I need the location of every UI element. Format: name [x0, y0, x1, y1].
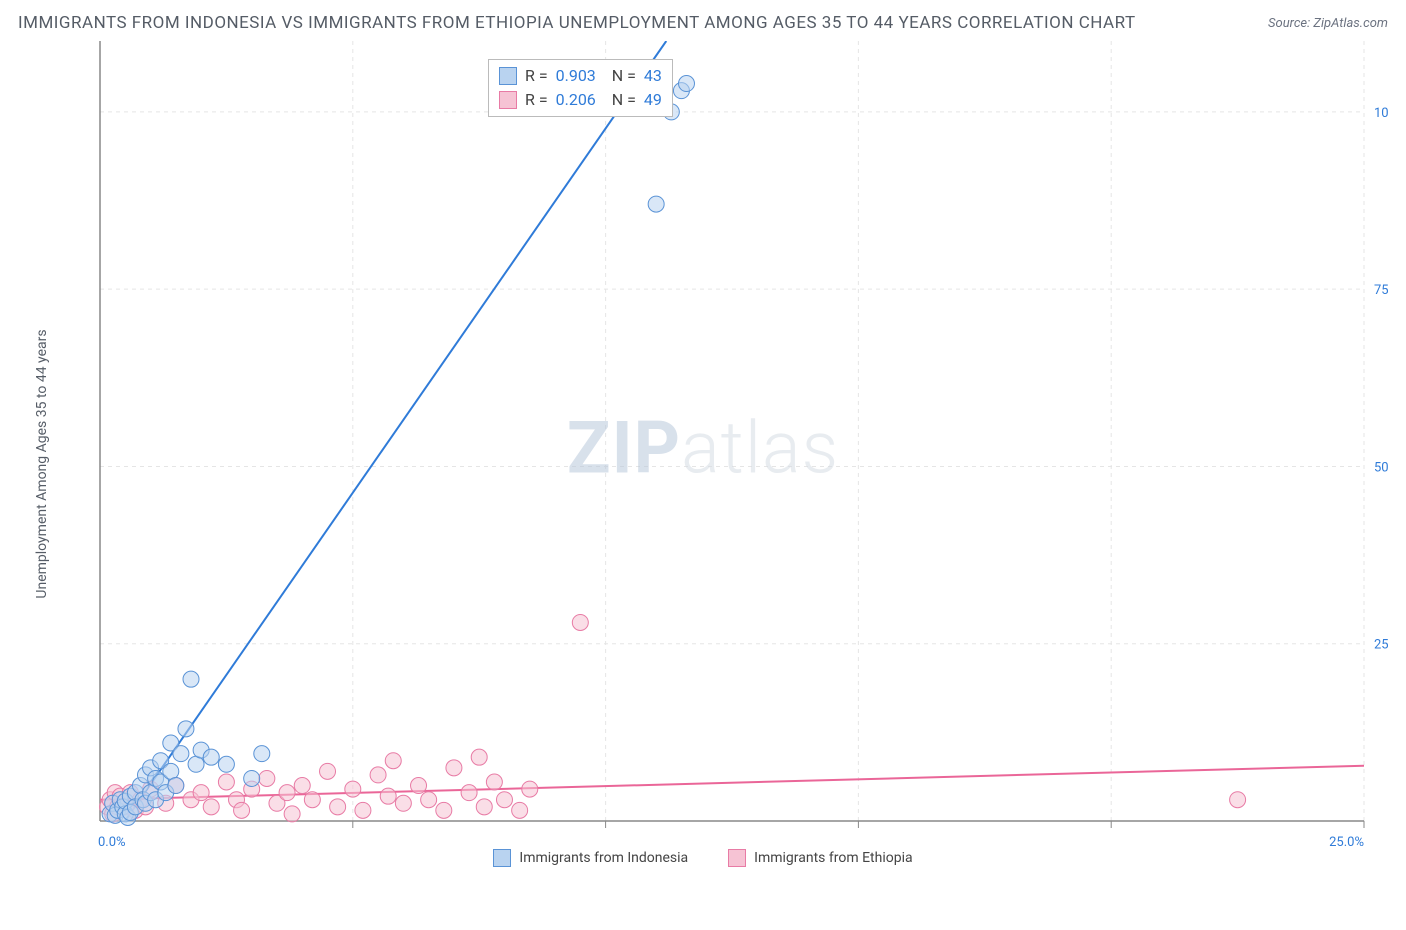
data-point — [461, 785, 477, 801]
source-label: Source: ZipAtlas.com — [1268, 16, 1388, 31]
data-point — [244, 771, 260, 787]
stat-n-value: 43 — [644, 64, 662, 88]
data-point — [355, 803, 371, 819]
data-point — [163, 764, 179, 780]
data-point — [173, 746, 189, 762]
data-point — [436, 803, 452, 819]
data-point — [678, 76, 694, 92]
data-point — [178, 721, 194, 737]
data-point — [320, 764, 336, 780]
stats-row: R = 0.206 N = 49 — [499, 88, 662, 112]
data-point — [1230, 792, 1246, 808]
data-point — [254, 746, 270, 762]
data-point — [304, 792, 320, 808]
data-point — [218, 774, 234, 790]
stat-r-label: R = — [525, 88, 548, 112]
stats-row: R = 0.903 N = 43 — [499, 64, 662, 88]
data-point — [259, 771, 275, 787]
data-point — [572, 615, 588, 631]
data-point — [193, 785, 209, 801]
legend: Immigrants from Indonesia Immigrants from… — [18, 849, 1388, 867]
data-point — [411, 778, 427, 794]
stat-r-label: R = — [525, 64, 548, 88]
data-point — [370, 767, 386, 783]
correlation-chart: 25.0% 50.0% 75.0% 100.0% 0.0% 25.0% — [58, 41, 1388, 851]
legend-swatch — [493, 849, 511, 867]
legend-label: Immigrants from Indonesia — [519, 850, 688, 866]
x-tick-label: 25.0% — [1329, 835, 1364, 850]
data-point — [446, 760, 462, 776]
y-tick-label: 75.0% — [1374, 283, 1388, 298]
y-axis-label: Unemployment Among Ages 35 to 44 years — [34, 330, 50, 599]
stat-n-value: 49 — [644, 88, 662, 112]
data-point — [203, 749, 219, 765]
chart-title: IMMIGRANTS FROM INDONESIA VS IMMIGRANTS … — [18, 10, 1136, 37]
data-point — [294, 778, 310, 794]
series-swatch — [499, 91, 517, 109]
data-point — [476, 799, 492, 815]
data-point — [648, 196, 664, 212]
data-point — [512, 803, 528, 819]
data-point — [188, 756, 204, 772]
legend-item: Immigrants from Indonesia — [493, 849, 688, 867]
y-tick-label: 50.0% — [1374, 461, 1388, 476]
data-point — [486, 774, 502, 790]
x-tick-label: 0.0% — [98, 835, 126, 850]
stat-n-label: N = — [604, 64, 636, 88]
data-point — [168, 778, 184, 794]
trend-line — [115, 41, 666, 835]
stat-r-value: 0.903 — [556, 64, 596, 88]
y-tick-label: 100.0% — [1374, 106, 1388, 121]
legend-label: Immigrants from Ethiopia — [754, 850, 912, 866]
data-point — [496, 792, 512, 808]
data-point — [395, 795, 411, 811]
data-point — [203, 799, 219, 815]
stat-r-value: 0.206 — [556, 88, 596, 112]
stat-n-label: N = — [604, 88, 636, 112]
data-point — [183, 671, 199, 687]
data-point — [471, 749, 487, 765]
data-point — [218, 756, 234, 772]
data-point — [345, 781, 361, 797]
legend-item: Immigrants from Ethiopia — [728, 849, 912, 867]
data-point — [284, 806, 300, 822]
data-point — [380, 788, 396, 804]
series-swatch — [499, 67, 517, 85]
stats-box: R = 0.903 N = 43R = 0.206 N = 49 — [488, 59, 673, 117]
data-point — [330, 799, 346, 815]
data-point — [421, 792, 437, 808]
legend-swatch — [728, 849, 746, 867]
y-tick-label: 25.0% — [1374, 638, 1388, 653]
data-point — [279, 785, 295, 801]
data-point — [522, 781, 538, 797]
data-point — [385, 753, 401, 769]
data-point — [234, 803, 250, 819]
